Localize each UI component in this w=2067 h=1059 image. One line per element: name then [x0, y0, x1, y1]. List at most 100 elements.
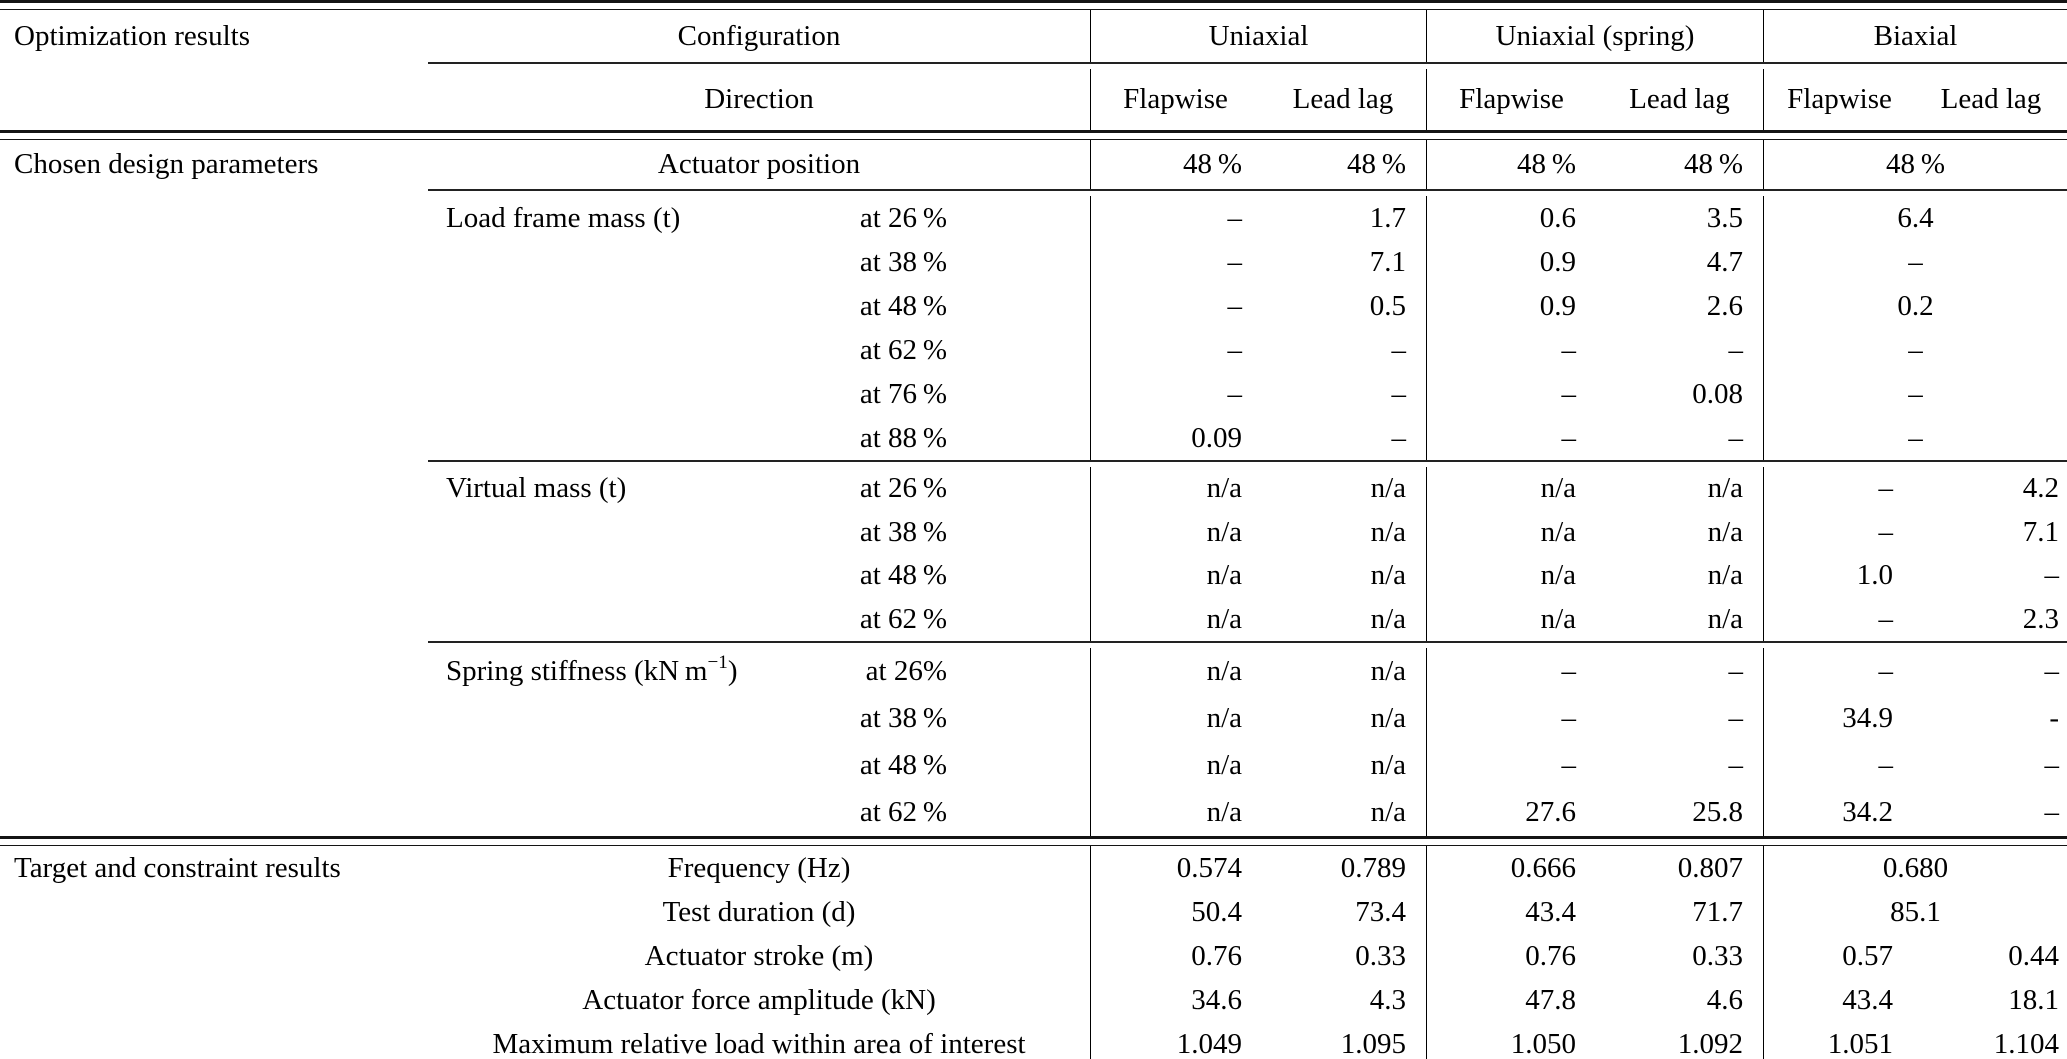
value-cell: n/a	[1370, 515, 1406, 548]
value-cell: -	[2049, 702, 2059, 734]
value-cell: n/a	[1090, 597, 1260, 641]
param-label: Actuator position	[657, 148, 861, 180]
value-cell: 0.08	[1692, 377, 1743, 410]
param-label: Maximum relative load within area of int…	[492, 1027, 1026, 1059]
sub-label: at 26%	[865, 655, 947, 687]
value-cell: –	[1426, 742, 1596, 789]
param-label: Virtual mass (t)	[446, 472, 627, 505]
sub-label: at 38 %	[859, 245, 947, 278]
value-cell: 3.5	[1706, 201, 1743, 234]
section-label: Target and constraint results	[14, 851, 341, 884]
empty-cell	[0, 69, 428, 130]
table-row: Virtual mass (t) at 26 % n/a n/a n/a n/a –4.2	[0, 467, 2067, 511]
value-cell: –	[1426, 695, 1596, 742]
value-cell: 0.9	[1426, 284, 1596, 328]
group-header-uniaxial-spring: Uniaxial (spring)	[1426, 10, 1763, 62]
section-divider-rule	[428, 641, 2067, 648]
value-cell: 2.6	[1706, 289, 1743, 322]
value-cell: –	[1728, 702, 1744, 734]
value-cell: 1.050	[1426, 1022, 1596, 1059]
value-cell: –	[1728, 749, 1744, 781]
section-divider-rule	[428, 189, 2067, 196]
value-cell: n/a	[1090, 467, 1260, 511]
value-cell: –	[1391, 421, 1407, 454]
value-cell: 48 %	[1426, 140, 1596, 189]
param-label: Load frame mass (t)	[446, 201, 681, 234]
value-cell: n/a	[1370, 602, 1406, 635]
value-cell: 0.33	[1355, 939, 1406, 972]
value-cell: 1.104	[1993, 1027, 2059, 1059]
value-cell: 0.2	[1763, 284, 2067, 328]
value-cell: n/a	[1707, 602, 1743, 635]
top-rule	[0, 0, 2067, 10]
value-cell: 0.789	[1340, 851, 1406, 884]
direction-header: Direction	[704, 83, 814, 115]
value-cell: n/a	[1370, 655, 1406, 687]
table-row: at 38 % n/a n/a – –34.9-	[0, 695, 2067, 742]
table-title: Optimization results	[14, 19, 250, 52]
value-cell: 0.33	[1692, 939, 1743, 972]
value-cell: n/a	[1370, 702, 1406, 734]
value-cell: –	[1763, 742, 1915, 789]
value-cell: –	[2044, 559, 2060, 592]
value-cell: n/a	[1370, 472, 1406, 505]
direction-col-header: Lead lag	[1940, 83, 2042, 115]
value-cell: 0.09	[1090, 416, 1260, 460]
table-row: at 38 % –7.1 0.9 4.7–	[0, 240, 2067, 284]
direction-col-header: Flapwise	[1090, 69, 1260, 130]
table-row: Maximum relative load within area of int…	[0, 1022, 2067, 1059]
sub-label: at 48 %	[859, 749, 947, 781]
value-cell: –	[1763, 416, 2067, 460]
value-cell: –	[1090, 328, 1260, 372]
value-cell: –	[1763, 597, 1915, 641]
sub-label: at 76 %	[859, 377, 947, 410]
value-cell: –	[2044, 749, 2060, 781]
value-cell: 0.5	[1369, 289, 1406, 322]
value-cell: n/a	[1090, 742, 1260, 789]
direction-col-header: Lead lag	[1292, 83, 1394, 115]
value-cell: 43.4	[1763, 978, 1915, 1022]
value-cell: –	[1090, 240, 1260, 284]
table-row: at 62 % n/a n/a 27.6 25.8 34.2 –	[0, 789, 2067, 836]
value-cell: –	[2044, 796, 2060, 828]
value-cell: 48 %	[1090, 140, 1260, 189]
value-cell: n/a	[1370, 796, 1406, 828]
value-cell: 25.8	[1692, 796, 1743, 828]
header-row-direction: Direction Flapwise Lead lag Flapwise Lea…	[0, 69, 2067, 130]
value-cell: 4.7	[1706, 245, 1743, 278]
param-label: Spring stiffness (kN m −1)	[446, 651, 738, 687]
value-cell: 1.0	[1763, 554, 1915, 598]
value-cell: 85.1	[1763, 890, 2067, 934]
value-cell: 0.76	[1090, 934, 1260, 978]
value-cell: –	[1728, 333, 1744, 366]
sub-label: at 62 %	[859, 333, 947, 366]
value-cell: 73.4	[1355, 895, 1406, 928]
table-row: Target and constraint results Frequency (…	[0, 846, 2067, 890]
value-cell: n/a	[1090, 695, 1260, 742]
value-cell: 0.76	[1426, 934, 1596, 978]
value-cell: 0.666	[1426, 846, 1596, 890]
sub-label: at 38 %	[859, 702, 947, 734]
table-row: at 38 % n/a n/a n/a n/a –7.1	[0, 510, 2067, 554]
value-cell: n/a	[1707, 472, 1743, 505]
configuration-underline-rule	[428, 62, 2067, 69]
value-cell: n/a	[1090, 648, 1260, 695]
value-cell: –	[1763, 240, 2067, 284]
value-cell: 4.3	[1369, 983, 1406, 1016]
value-cell: –	[1763, 510, 1915, 554]
value-cell: 0.680	[1763, 846, 2067, 890]
value-cell: n/a	[1707, 515, 1743, 548]
param-label: Actuator force amplitude (kN)	[582, 983, 936, 1016]
value-cell: 48 %	[1347, 148, 1406, 180]
value-cell: –	[2044, 655, 2060, 687]
value-cell: n/a	[1426, 597, 1596, 641]
value-cell: –	[1426, 372, 1596, 416]
section-label: Chosen design parameters	[14, 148, 319, 180]
table-row: Actuator stroke (m) 0.76 0.33 0.76 0.33 0.57 0…	[0, 934, 2067, 978]
value-cell: 0.57	[1763, 934, 1915, 978]
table-row: at 88 % 0.09– – – –	[0, 416, 2067, 460]
table-row: Spring stiffness (kN m −1) at 26% n/a n/a – – –…	[0, 648, 2067, 695]
value-cell: 34.9	[1763, 695, 1915, 742]
value-cell: –	[1426, 328, 1596, 372]
